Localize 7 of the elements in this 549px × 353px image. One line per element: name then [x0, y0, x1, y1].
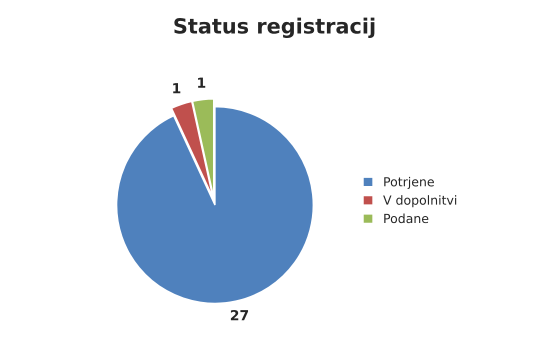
- data-label: 1: [198, 78, 206, 88]
- legend-label: Potrjene: [384, 176, 434, 189]
- legend-label: Podane: [384, 214, 428, 224]
- legend-label: V dopolnitvi: [383, 195, 456, 208]
- data-label: 27: [230, 310, 248, 320]
- data-label: 1: [173, 83, 180, 94]
- chart-title: Status registracij: [174, 18, 374, 38]
